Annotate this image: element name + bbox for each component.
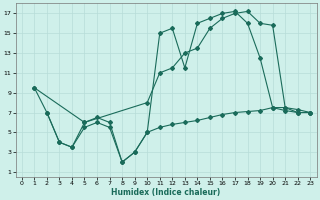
X-axis label: Humidex (Indice chaleur): Humidex (Indice chaleur) xyxy=(111,188,221,197)
